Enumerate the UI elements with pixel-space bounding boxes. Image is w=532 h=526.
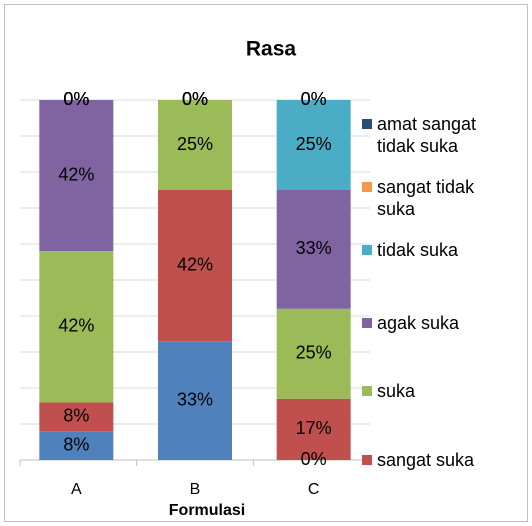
x-tick-label: A [71,481,82,498]
legend-swatch [362,455,372,465]
legend-label: sangat suka [377,450,475,470]
data-label: 0% [301,89,327,109]
data-label: 42% [177,254,213,274]
data-label: 17% [296,418,332,438]
bar-segment [276,190,351,309]
data-label: 0% [301,449,327,469]
legend-swatch [362,386,372,396]
legend-label: suka [377,381,416,401]
legend-swatch [362,245,372,255]
data-label: 0% [63,89,89,109]
bar-segment [158,190,232,342]
legend-item: tidak suka [362,239,512,261]
data-label: 33% [296,238,332,258]
legend-item: agak suka [362,312,512,334]
bar-segment [276,100,351,190]
legend-label: amat sangat tidak suka [377,114,477,156]
data-label: 42% [58,164,94,184]
data-label: 42% [58,316,94,336]
x-tick-label: C [308,481,320,498]
legend-swatch [362,182,372,192]
data-label: 8% [63,406,89,426]
legend-swatch [362,318,372,328]
legend-item: suka [362,380,512,402]
data-label: 0% [182,89,208,109]
legend-item: sangat suka [362,449,512,471]
legend-item: sangat tidak suka [362,176,512,220]
chart-title: Rasa [246,38,297,61]
legend-label: sangat tidak suka [377,177,475,219]
legend-item: amat sangat tidak suka [362,113,512,157]
legend-label: agak suka [377,313,460,333]
data-label: 0% [301,89,327,109]
bar-segment [39,251,114,403]
data-label: 25% [177,134,213,154]
data-label: 33% [177,389,213,409]
data-label: 0% [182,89,208,109]
data-label: 0% [63,89,89,109]
bar-segment [39,100,114,252]
bar-segment [39,402,114,432]
x-axis-title: Formulasi [169,502,245,519]
bar-segment [158,100,232,190]
bar-segment [39,431,114,460]
legend-label: tidak suka [377,240,459,260]
data-label: 25% [296,343,332,363]
x-tick-label: B [190,481,201,498]
bar-segment [158,341,232,460]
data-label: 25% [296,134,332,154]
bar-segment [276,308,351,399]
data-label: 0% [182,89,208,109]
bar-segment [276,398,351,460]
legend-swatch [362,119,372,129]
data-label: 8% [63,434,89,454]
data-label: 0% [63,89,89,109]
data-label: 0% [182,89,208,109]
